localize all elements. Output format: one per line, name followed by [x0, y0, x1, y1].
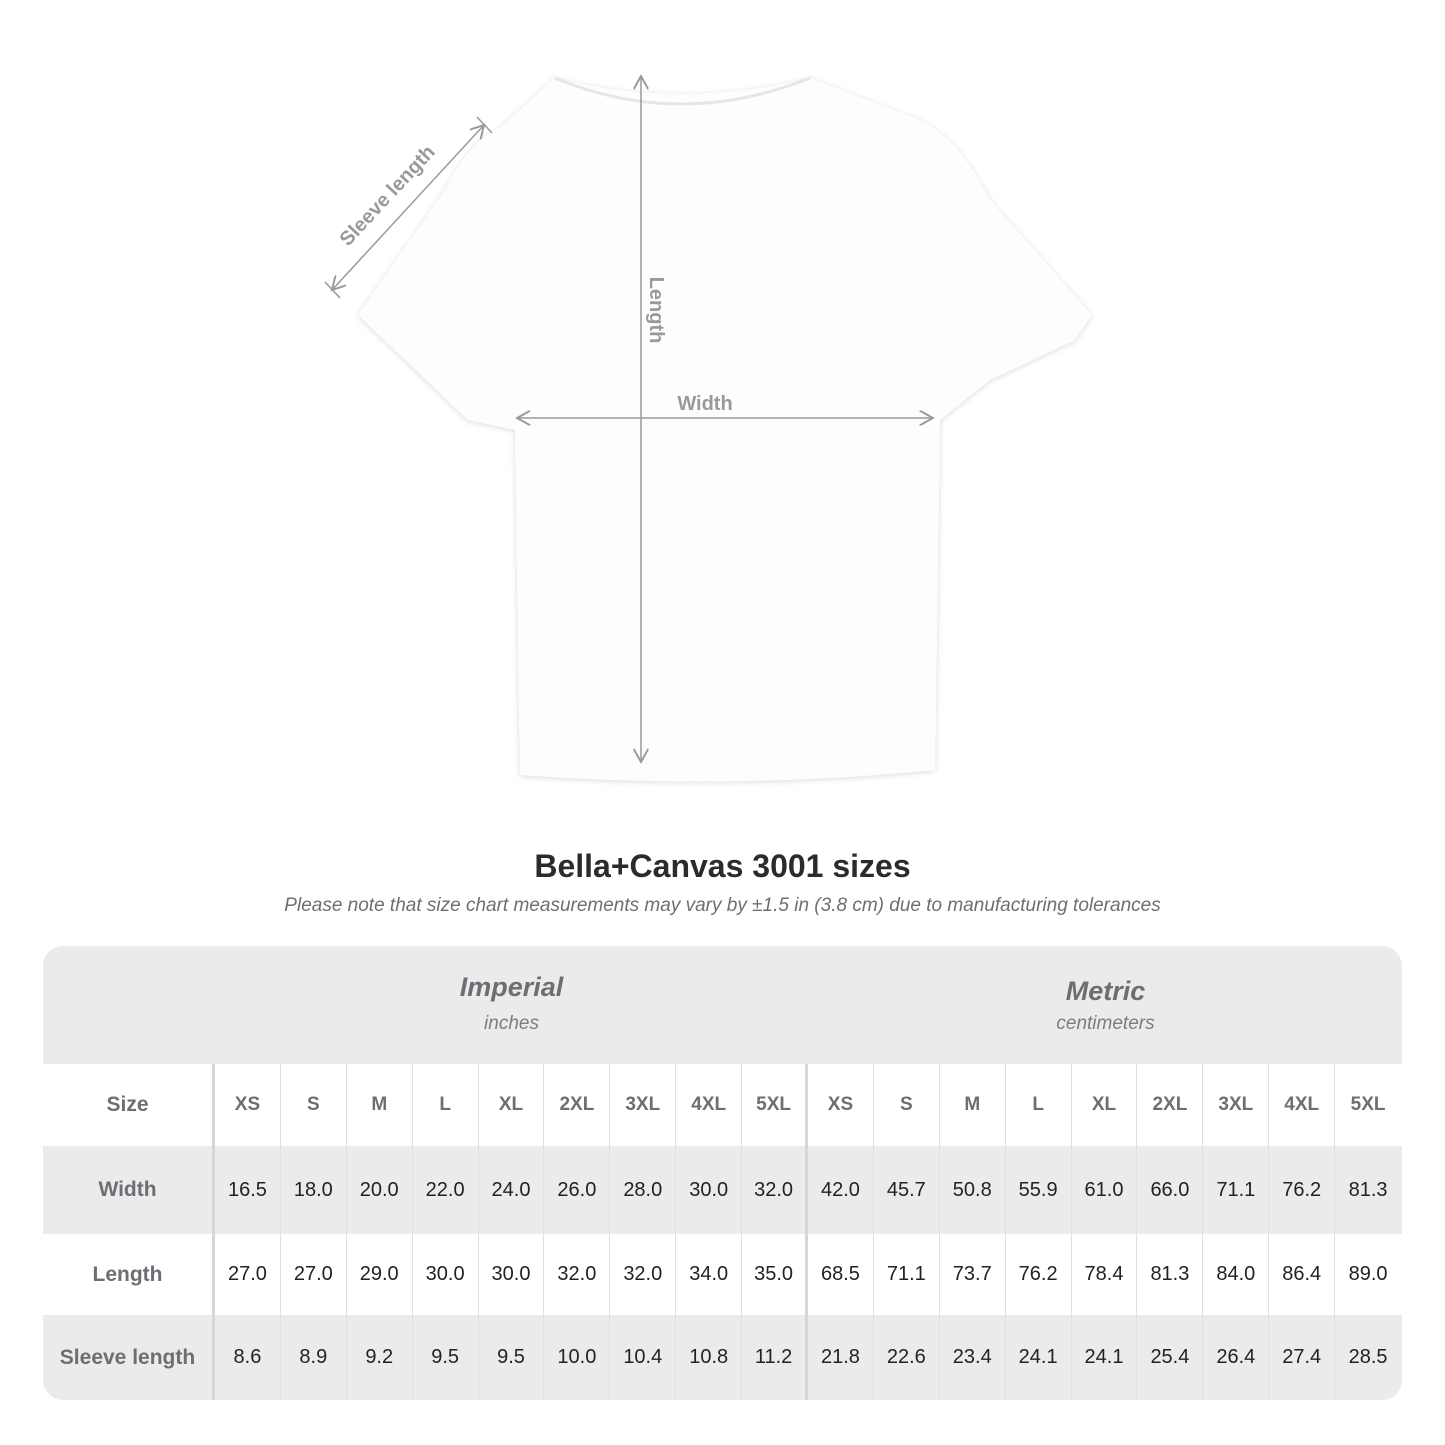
size-row: Size XS S M L XL 2XL 3XL 4XL 5XL XS S M L XL 2XL 3XL 4XL…: [43, 1064, 1402, 1146]
table-cell: 26.0: [544, 1146, 611, 1234]
table-cell: 22.6: [874, 1315, 940, 1400]
table-cell: 32.0: [742, 1146, 809, 1234]
size-header-cell: XL: [1072, 1064, 1138, 1146]
table-cell: 71.1: [874, 1234, 940, 1315]
table-cell: 30.0: [479, 1234, 545, 1315]
table-cell: 16.5: [215, 1146, 281, 1234]
table-cell: 78.4: [1072, 1234, 1138, 1315]
table-row: Sleeve length 8.6 8.9 9.2 9.5 9.5 10.0 10.4 10.8…: [43, 1315, 1402, 1400]
table-cell: 27.0: [281, 1234, 347, 1315]
size-header-cell: 2XL: [544, 1064, 611, 1146]
page-title: Bella+Canvas 3001 sizes: [534, 848, 911, 884]
table-cell: 76.2: [1269, 1146, 1336, 1234]
table-cell: 76.2: [1006, 1234, 1072, 1315]
metric-unit: centimeters: [1056, 1013, 1155, 1034]
table-cell: 34.0: [676, 1234, 743, 1315]
table-cell: 86.4: [1269, 1234, 1336, 1315]
table-cell: 30.0: [413, 1234, 479, 1315]
tshirt-diagram: Sleeve length Length Width: [324, 0, 1092, 782]
table-cell: 18.0: [281, 1146, 347, 1234]
size-header-cell: M: [347, 1064, 413, 1146]
size-header-cell: S: [281, 1064, 347, 1146]
table-cell: 29.0: [347, 1234, 413, 1315]
size-header-cell: XS: [215, 1064, 281, 1146]
size-header-cell: XS: [808, 1064, 874, 1146]
size-header-cell: L: [1006, 1064, 1072, 1146]
size-header-cell: 5XL: [742, 1064, 809, 1146]
table-cell: 21.8: [808, 1315, 874, 1400]
sleeve-arrow: [332, 125, 484, 290]
table-cell: 32.0: [610, 1234, 677, 1315]
size-header-cell: 3XL: [610, 1064, 677, 1146]
metric-label: Metric: [1065, 976, 1146, 1006]
table-cell: 68.5: [808, 1234, 874, 1315]
table-cell: 9.5: [479, 1315, 545, 1400]
size-header-cell: 4XL: [1269, 1064, 1336, 1146]
table-cell: 89.0: [1348, 1263, 1388, 1285]
imperial-header: Imperial inches: [215, 946, 808, 1064]
table-cell: 27.0: [215, 1234, 281, 1315]
table-cell: 20.0: [347, 1146, 413, 1234]
table-cell: 42.0: [808, 1146, 874, 1234]
size-label: Size: [43, 1064, 215, 1146]
table-cell: 9.5: [413, 1315, 479, 1400]
size-header-cell: L: [413, 1064, 479, 1146]
table-cell: 22.0: [413, 1146, 479, 1234]
table-cell: 55.9: [1006, 1146, 1072, 1234]
table-cell: 81.3: [1348, 1178, 1388, 1201]
size-header-cell: 5XL: [1350, 1094, 1386, 1115]
size-header-cell: 4XL: [676, 1064, 743, 1146]
table-row: Width 16.5 18.0 20.0 22.0 24.0 26.0 28.0 30.0 32.…: [43, 1146, 1402, 1234]
table-cell: 81.3: [1137, 1234, 1204, 1315]
size-table: Imperial inches Metric centimeters Size …: [43, 946, 1402, 1400]
length-label: Length: [645, 277, 667, 344]
size-header-cell: 2XL: [1137, 1064, 1204, 1146]
table-cell: 24.0: [479, 1146, 545, 1234]
table-cell: 8.9: [281, 1315, 347, 1400]
table-cell: 26.4: [1203, 1315, 1270, 1400]
table-cell: 73.7: [940, 1234, 1006, 1315]
row-label: Sleeve length: [43, 1315, 215, 1400]
tshirt-shape: [358, 78, 1092, 782]
table-cell: 10.4: [610, 1315, 677, 1400]
table-cell: 61.0: [1072, 1146, 1138, 1234]
table-cell: 10.0: [544, 1315, 611, 1400]
table-cell: 23.4: [940, 1315, 1006, 1400]
table-cell: 32.0: [544, 1234, 611, 1315]
row-label: Width: [43, 1146, 215, 1234]
imperial-unit: inches: [484, 1013, 539, 1034]
size-header-cell: M: [940, 1064, 1006, 1146]
size-header-cell: S: [874, 1064, 940, 1146]
table-cell: 25.4: [1137, 1315, 1204, 1400]
table-cell: 30.0: [676, 1146, 743, 1234]
table-cell: 28.0: [610, 1146, 677, 1234]
row-label: Length: [43, 1234, 215, 1315]
table-cell: 28.5: [1348, 1346, 1388, 1368]
table-cell: 11.2: [742, 1315, 809, 1400]
table-cell: 9.2: [347, 1315, 413, 1400]
table-cell: 84.0: [1203, 1234, 1270, 1315]
table-cell: 71.1: [1203, 1146, 1270, 1234]
metric-header: Metric centimeters: [809, 946, 1402, 1064]
table-cell: 66.0: [1137, 1146, 1204, 1234]
table-cell: 10.8: [676, 1315, 743, 1400]
table-cell: 35.0: [742, 1234, 809, 1315]
size-header-cell: XL: [479, 1064, 545, 1146]
tolerance-note: Please note that size chart measurements…: [284, 895, 1161, 916]
table-row: Length 27.0 27.0 29.0 30.0 30.0 32.0 32.0 34.0 35…: [43, 1234, 1402, 1315]
table-cell: 24.1: [1006, 1315, 1072, 1400]
imperial-label: Imperial: [459, 972, 564, 1002]
table-cell: 50.8: [940, 1146, 1006, 1234]
table-cell: 8.6: [215, 1315, 281, 1400]
width-label: Width: [677, 393, 732, 415]
table-cell: 24.1: [1072, 1315, 1138, 1400]
size-header-cell: 3XL: [1203, 1064, 1270, 1146]
table-cell: 27.4: [1269, 1315, 1336, 1400]
table-cell: 45.7: [874, 1146, 940, 1234]
